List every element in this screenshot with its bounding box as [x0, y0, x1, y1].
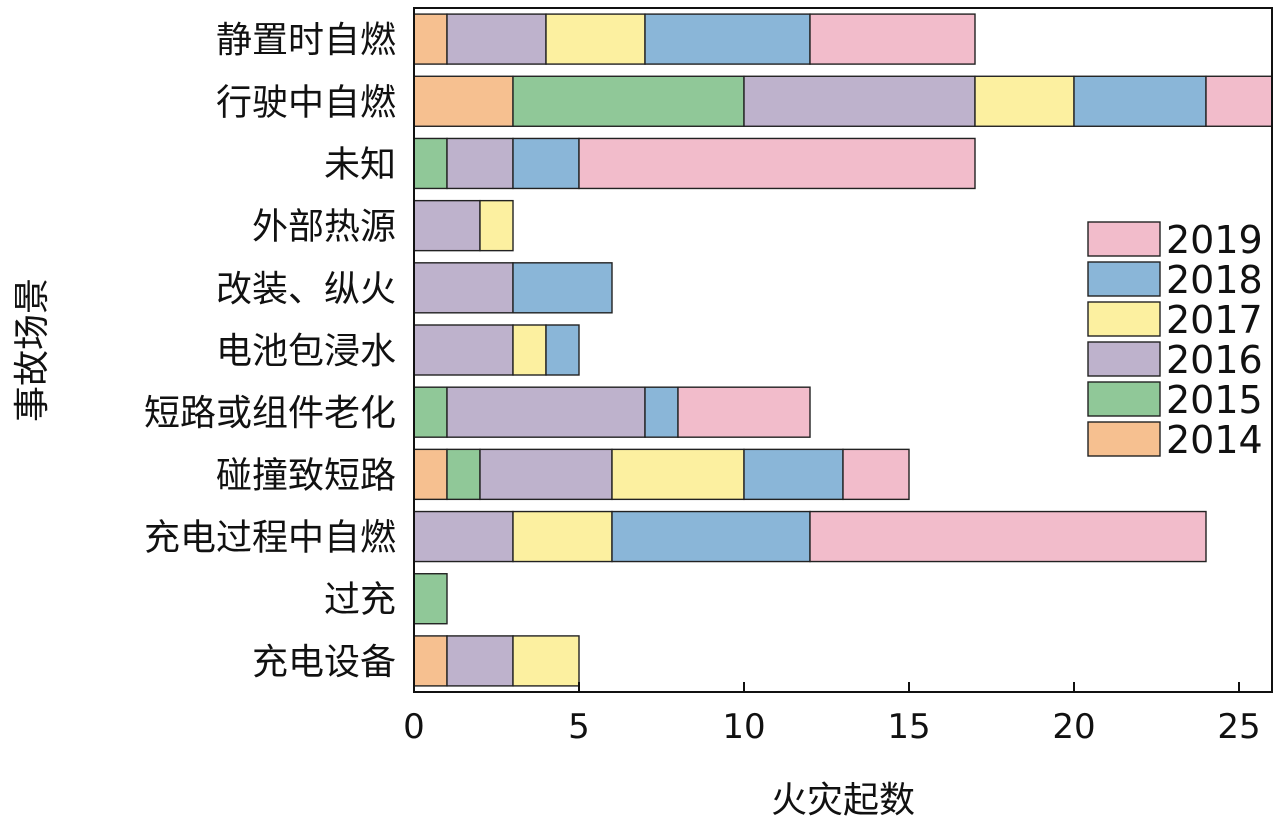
plot-frame	[413, 7, 1273, 693]
legend-label-2018: 2018	[1166, 258, 1263, 302]
bar-segment-2018	[512, 262, 613, 314]
bar-segment-2018	[644, 386, 679, 438]
bar-segment-2015	[413, 386, 448, 438]
category-label: 充电设备	[252, 642, 396, 683]
bar-segment-2018	[743, 448, 844, 501]
x-tick-label: 20	[1052, 707, 1095, 747]
bar-segment-2017	[479, 199, 514, 252]
category-label: 碰撞致短路	[216, 455, 396, 496]
bar-segment-2016	[413, 324, 514, 376]
bar-segment-2019	[842, 448, 910, 501]
x-tick-label: 15	[887, 707, 930, 747]
bar-segment-2016	[743, 75, 976, 127]
bar-segment-2017	[512, 510, 613, 563]
bar-segment-2019	[677, 386, 811, 438]
bar-segment-2015	[413, 137, 448, 190]
legend-label-2016: 2016	[1166, 338, 1263, 382]
bar-segment-2014	[413, 448, 448, 501]
bar-segment-2018	[611, 510, 811, 563]
legend-label-2019: 2019	[1166, 218, 1263, 262]
category-label: 充电过程中自燃	[144, 518, 396, 559]
bar-segment-2019	[809, 13, 976, 65]
bar-segment-2018	[545, 324, 580, 376]
x-tick-label: 0	[403, 707, 425, 747]
legend-label-2014: 2014	[1166, 418, 1263, 462]
x-axis-ticks: 0 5 10 15 20 25	[403, 682, 1261, 747]
bar-segment-2019	[1205, 75, 1273, 127]
bar-segment-2016	[446, 386, 646, 438]
bar-segment-2017	[974, 75, 1075, 127]
category-label: 行驶中自燃	[216, 82, 396, 123]
bar-segment-2014	[413, 75, 514, 127]
legend-swatch-2019	[1087, 221, 1161, 257]
y-axis-title: 事故场景	[12, 278, 53, 422]
y-axis-category-labels: 静置时自燃行驶中自燃未知外部热源改装、纵火电池包浸水短路或组件老化碰撞致短路充电…	[144, 20, 396, 683]
bar-segment-2017	[545, 13, 646, 65]
category-label: 外部热源	[252, 207, 396, 248]
legend-swatch-2018	[1087, 261, 1161, 297]
legend-swatch-2015	[1087, 381, 1161, 417]
category-label: 过充	[324, 580, 396, 621]
bar-segment-2015	[413, 573, 448, 625]
bar-segment-2016	[446, 13, 547, 65]
bar-segment-2015	[512, 75, 745, 127]
bar-segment-2018	[512, 137, 580, 190]
bar-segment-2018	[1073, 75, 1207, 127]
bar-segment-2016	[413, 262, 514, 314]
bar-segment-2017	[611, 448, 745, 501]
bar-segment-2017	[512, 635, 580, 687]
bar-segment-2016	[446, 137, 514, 190]
bar-segment-2016	[413, 199, 481, 252]
category-label: 改装、纵火	[216, 269, 396, 310]
bar-segment-2016	[413, 510, 514, 563]
bar-segment-2014	[413, 635, 448, 687]
legend-swatch-2016	[1087, 341, 1161, 377]
bar-segment-2016	[446, 635, 514, 687]
x-tick-label: 10	[722, 707, 765, 747]
x-axis-title: 火灾起数	[771, 780, 915, 821]
bar-segment-2015	[446, 448, 481, 501]
bar-segment-2017	[512, 324, 547, 376]
category-label: 静置时自燃	[216, 20, 396, 61]
category-label: 电池包浸水	[216, 331, 396, 372]
bar-segment-2014	[413, 13, 448, 65]
legend-swatch-2017	[1087, 301, 1161, 337]
category-label: 未知	[324, 144, 396, 185]
bar-segment-2019	[809, 510, 1207, 563]
legend-label-2015: 2015	[1166, 378, 1263, 422]
category-label: 短路或组件老化	[144, 393, 396, 434]
bar-segment-2018	[644, 13, 811, 65]
bar-segment-2019	[578, 137, 976, 190]
x-tick-label: 25	[1217, 707, 1260, 747]
bars-layer	[413, 13, 1273, 687]
bar-segment-2016	[479, 448, 613, 501]
x-tick-label: 5	[568, 707, 590, 747]
legend-label-2017: 2017	[1166, 298, 1263, 342]
legend-swatch-2014	[1087, 421, 1161, 457]
